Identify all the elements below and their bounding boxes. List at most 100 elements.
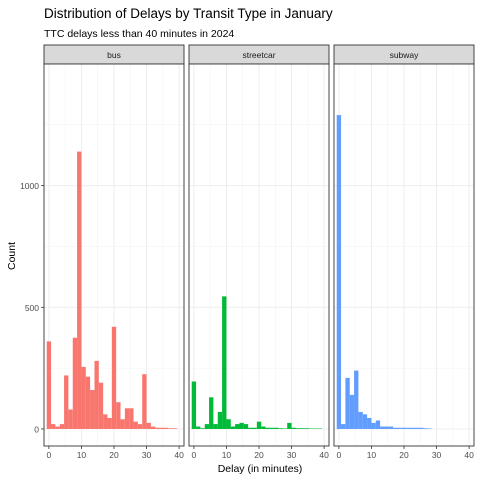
histogram-bar	[121, 419, 125, 429]
histogram-bar	[406, 428, 410, 429]
x-tick-label: 40	[464, 450, 474, 460]
histogram-bar	[134, 422, 138, 429]
histogram-bar	[94, 361, 98, 429]
histogram-bar	[376, 420, 380, 429]
histogram-bar	[358, 412, 362, 429]
histogram-bar	[367, 418, 371, 429]
facet-panel-bus: bus 0 10 20 30 40	[44, 45, 184, 460]
x-tick-label: 20	[399, 450, 409, 460]
histogram-bar	[47, 341, 51, 429]
histogram-bar	[138, 424, 142, 429]
histogram-bar	[196, 427, 200, 429]
chart-title: Distribution of Delays by Transit Type i…	[44, 6, 333, 21]
histogram-bar	[384, 427, 388, 429]
histogram-bar	[411, 428, 415, 429]
histogram-bar	[239, 423, 243, 429]
histogram-bar	[393, 428, 397, 429]
x-tick-label: 0	[192, 450, 197, 460]
x-tick-label: 30	[287, 450, 297, 460]
facet-strip-label: streetcar	[242, 50, 275, 60]
histogram-bar	[147, 423, 151, 429]
histogram-bar	[345, 378, 349, 429]
y-axis-label: Count	[6, 242, 18, 270]
histogram-bar	[350, 395, 354, 429]
histogram-bar	[55, 427, 59, 429]
histogram-bar	[51, 424, 55, 429]
facet-strip-label: bus	[107, 50, 121, 60]
histogram-bar	[354, 371, 358, 429]
histogram-bar	[222, 296, 226, 429]
histogram-bar	[296, 428, 300, 429]
facet-panel-subway: subway 0 10 20 30 40	[334, 45, 474, 460]
x-tick-label: 10	[367, 450, 377, 460]
x-tick-label: 20	[254, 450, 264, 460]
histogram-bar	[402, 428, 406, 429]
histogram-bar	[337, 115, 341, 429]
histogram-bar	[341, 424, 345, 429]
histogram-bar	[209, 397, 213, 429]
histogram-bar	[371, 423, 375, 429]
histogram-bar	[419, 428, 423, 429]
histogram-bar	[205, 424, 209, 429]
histogram-bar	[261, 427, 265, 429]
histogram-bar	[73, 338, 77, 429]
histogram-bar	[68, 410, 72, 429]
histogram-bar	[253, 428, 257, 429]
x-tick-label: 30	[432, 450, 442, 460]
histogram-bar	[235, 424, 239, 429]
histogram-bar	[129, 408, 133, 429]
histogram-bar	[415, 428, 419, 429]
histogram-bar	[248, 428, 252, 429]
histogram-bar	[398, 428, 402, 429]
x-tick-label: 40	[174, 450, 184, 460]
histogram-bar	[108, 418, 112, 429]
histogram-bar	[305, 428, 309, 429]
y-tick-label: 500	[25, 303, 39, 313]
histogram-bar	[99, 383, 103, 429]
histogram-bar	[200, 428, 204, 429]
histogram-bar	[192, 382, 196, 429]
x-tick-label: 0	[337, 450, 342, 460]
x-axis-label: Delay (in minutes)	[218, 463, 303, 475]
histogram-bar	[160, 428, 164, 429]
histogram-bar	[389, 427, 393, 429]
histogram-bar	[81, 367, 85, 429]
histogram-bar	[218, 412, 222, 429]
histogram-bar	[86, 377, 90, 429]
histogram-bar	[60, 424, 64, 429]
x-tick-label: 30	[142, 450, 152, 460]
histogram-bar	[380, 427, 384, 429]
histogram-bar	[266, 428, 270, 429]
histogram-bar	[231, 427, 235, 429]
histogram-bar	[292, 428, 296, 429]
facet-panel-streetcar: streetcar 0 10 20 30 40	[189, 45, 329, 460]
histogram-bar	[103, 414, 107, 429]
y-tick-label: 0	[34, 424, 39, 434]
x-tick-label: 40	[319, 450, 329, 460]
x-tick-label: 10	[222, 450, 232, 460]
x-tick-label: 20	[109, 450, 119, 460]
histogram-bar	[168, 428, 172, 429]
facet-strip-label: subway	[390, 50, 420, 60]
histogram-bar	[213, 424, 217, 429]
histogram-bar	[155, 428, 159, 429]
histogram-bar	[274, 428, 278, 429]
histogram-bar	[173, 428, 177, 429]
histogram-bar	[112, 327, 116, 429]
histogram-bar	[287, 423, 291, 429]
histogram-bar	[77, 152, 81, 429]
histogram-bar	[226, 419, 230, 429]
histogram-bar	[151, 427, 155, 429]
histogram-bar	[279, 428, 283, 429]
histogram-bar	[270, 428, 274, 429]
histogram-bar	[64, 375, 68, 429]
histogram-bar	[142, 374, 146, 429]
histogram-bar	[164, 428, 168, 429]
x-tick-label: 10	[77, 450, 87, 460]
chart-subtitle: TTC delays less than 40 minutes in 2024	[44, 28, 234, 40]
x-tick-label: 0	[47, 450, 52, 460]
histogram-bar	[424, 428, 428, 429]
